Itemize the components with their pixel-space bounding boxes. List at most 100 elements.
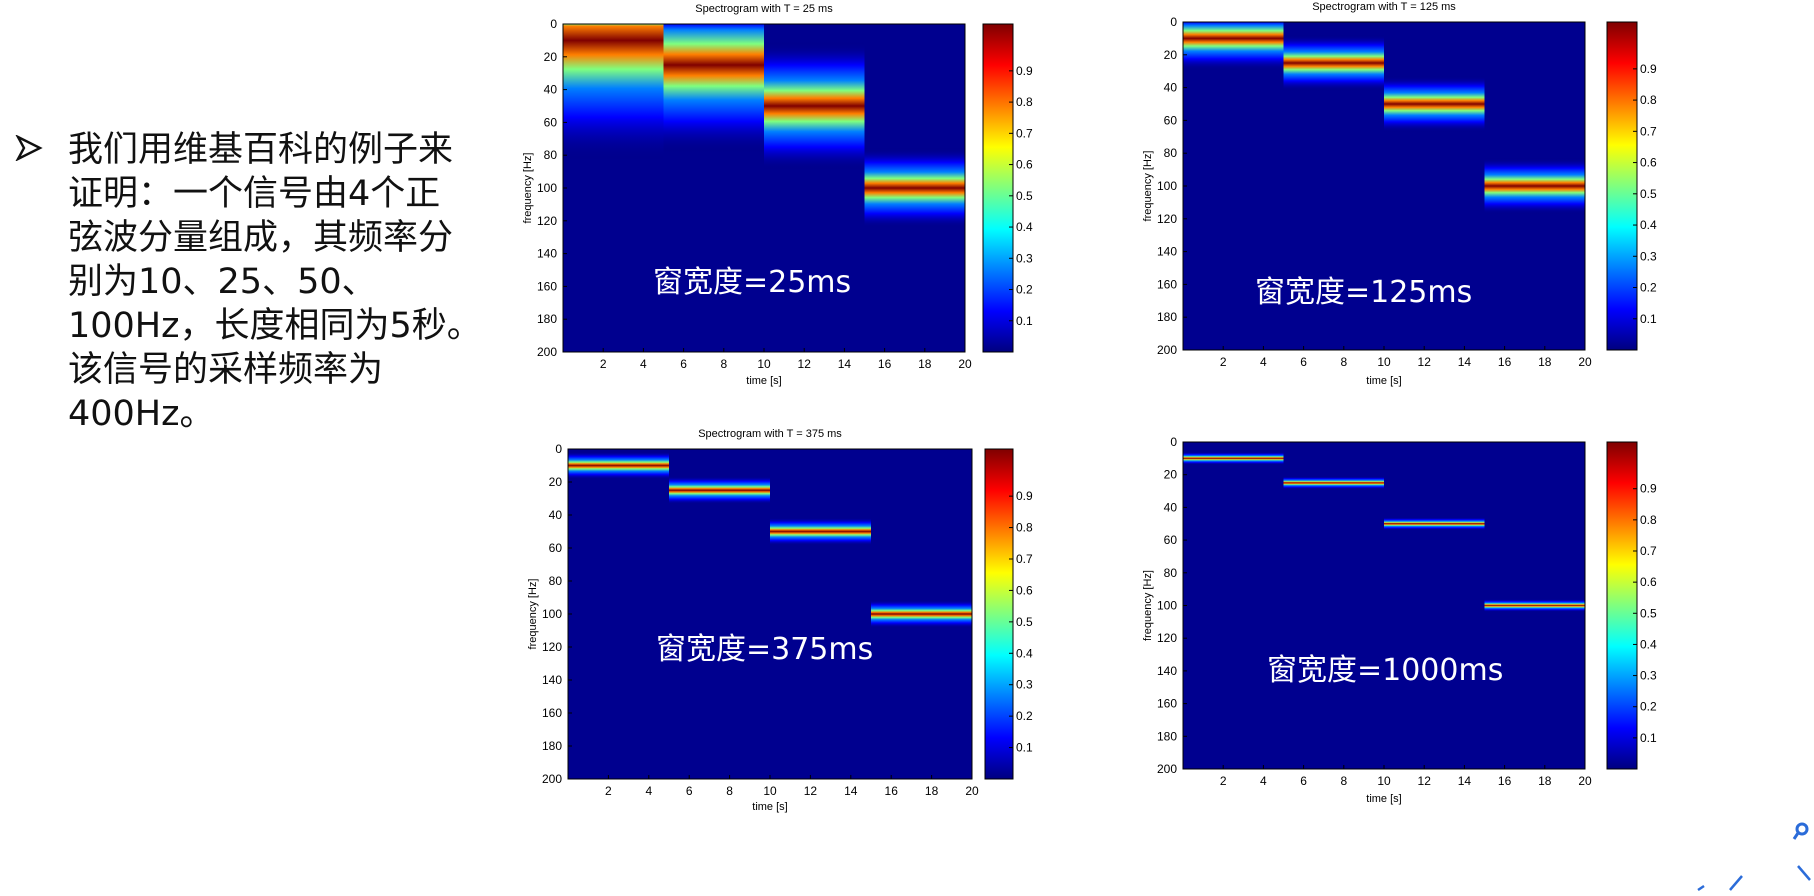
y-tick-label: 40 (549, 508, 563, 522)
colorbar-tick-label: 0.3 (1016, 678, 1033, 692)
y-tick-label: 140 (542, 673, 562, 687)
y-tick-label: 0 (1170, 15, 1177, 29)
colorbar-tick-label: 0.6 (1016, 158, 1033, 172)
bullet-line: 我们用维基百科的例子来 (68, 130, 454, 170)
spectrogram-band (568, 451, 669, 480)
colorbar-tick-label: 0.7 (1016, 552, 1033, 566)
spectrogram-band (770, 517, 871, 546)
x-tick-label: 8 (720, 357, 727, 371)
x-tick-label: 18 (1538, 774, 1552, 788)
spectrogram-svg: Spectrogram with T = 125 ms 0 20 40 60 80 100 1… (1142, 1, 1657, 387)
plot-group: Spectrogram with T = 375 ms 0 20 40 60 80 100 1… (527, 428, 1033, 813)
x-tick-label: 10 (763, 784, 777, 798)
spectrogram-panel-125ms: Spectrogram with T = 125 ms 0 20 40 60 80 100 1… (1142, 0, 1814, 445)
y-tick-label: 60 (1164, 113, 1178, 127)
colorbar-tick-label: 0.5 (1016, 615, 1033, 629)
x-tick-label: 8 (1340, 355, 1347, 369)
x-tick-label: 20 (1578, 355, 1592, 369)
spectrogram-band (1484, 158, 1585, 214)
x-tick-label: 2 (1220, 355, 1227, 369)
x-tick-label: 18 (918, 357, 932, 371)
x-tick-label: 10 (1377, 774, 1391, 788)
y-tick-label: 20 (1164, 468, 1178, 482)
colorbar-tick-label: 0.6 (1016, 583, 1033, 597)
spectrogram-band (663, 24, 764, 153)
y-tick-label: 60 (1164, 533, 1178, 547)
x-axis-label: time [s] (746, 375, 781, 387)
y-tick-label: 120 (1157, 212, 1177, 226)
bullet-line: 100Hz，长度相同为5秒。 (68, 306, 482, 346)
zoom-icon[interactable] (1792, 822, 1810, 846)
colorbar-tick-label: 0.2 (1016, 709, 1033, 723)
colorbar-tick-label: 0.5 (1016, 189, 1033, 203)
x-tick-label: 12 (1418, 774, 1432, 788)
spectrogram-panel-375ms: Spectrogram with T = 375 ms 0 20 40 60 80 100 1… (515, 428, 1165, 892)
colorbar-tick-label: 0.4 (1640, 218, 1657, 232)
plot-group: 0 20 40 60 80 100 120 140 160 180 200 2 4 6 8 10 12 14 16 1… (1142, 435, 1657, 805)
colorbar-tick-label: 0.9 (1640, 482, 1657, 496)
window-width-label: 窗宽度=1000ms (1267, 653, 1503, 688)
colorbar (982, 23, 1014, 353)
window-width-label: 窗宽度=125ms (1255, 275, 1472, 310)
y-tick-label: 100 (1157, 599, 1177, 613)
x-tick-label: 16 (1498, 355, 1512, 369)
x-tick-label: 6 (1300, 355, 1307, 369)
colorbar-tick-label: 0.6 (1640, 156, 1657, 170)
colorbar-tick-label: 0.3 (1640, 669, 1657, 683)
colorbar-tick-label: 0.8 (1016, 95, 1033, 109)
x-tick-label: 6 (680, 357, 687, 371)
spectrogram-band (1183, 22, 1284, 71)
plot-title: Spectrogram with T = 25 ms (695, 3, 833, 15)
x-tick-label: 8 (726, 784, 733, 798)
spectrogram-band (669, 476, 770, 505)
y-axis-label: frequency [Hz] (1142, 151, 1154, 222)
x-tick-label: 4 (1260, 355, 1267, 369)
bullet-line: 证明：一个信号由4个正 (68, 174, 441, 214)
x-axis-label: time [s] (752, 801, 787, 813)
spectrogram-band (563, 24, 664, 161)
colorbar-tick-label: 0.2 (1640, 281, 1657, 295)
spectrogram-band (1283, 476, 1384, 490)
colorbar-tick-label: 0.8 (1640, 513, 1657, 527)
y-tick-label: 0 (1170, 435, 1177, 449)
y-tick-label: 40 (544, 83, 558, 97)
y-tick-label: 40 (1164, 500, 1178, 514)
nav-arrows-icon[interactable] (1690, 858, 1814, 896)
x-tick-label: 20 (965, 784, 979, 798)
y-tick-label: 180 (542, 739, 562, 753)
y-axis-label: frequency [Hz] (522, 153, 534, 224)
x-tick-label: 16 (1498, 774, 1512, 788)
y-tick-label: 20 (1164, 48, 1178, 62)
colorbar-tick-label: 0.1 (1640, 312, 1657, 326)
y-axis-label: frequency [Hz] (1142, 570, 1154, 641)
x-tick-label: 4 (640, 357, 647, 371)
spectrogram-band (1384, 517, 1485, 531)
y-tick-label: 80 (544, 148, 558, 162)
x-tick-label: 12 (798, 357, 812, 371)
spectrogram-band (871, 600, 972, 628)
y-tick-label: 120 (537, 214, 557, 228)
y-axis-label: frequency [Hz] (527, 579, 539, 650)
y-tick-label: 180 (1157, 310, 1177, 324)
bullet-text: 我们用维基百科的例子来 证明：一个信号由4个正 弦波分量组成，其频率分 别为10… (68, 128, 498, 436)
bullet-line: 该信号的采样频率为 (68, 350, 384, 390)
y-tick-label: 60 (544, 115, 558, 129)
y-tick-label: 100 (542, 607, 562, 621)
y-tick-label: 200 (1157, 343, 1177, 357)
spectrogram-band (1183, 451, 1284, 465)
spectrogram-svg: Spectrogram with T = 375 ms 0 20 40 60 80 100 1… (527, 428, 1033, 813)
x-tick-label: 2 (1220, 774, 1227, 788)
colorbar (1606, 21, 1638, 351)
spectrogram-band (1283, 35, 1384, 91)
x-tick-label: 10 (1377, 355, 1391, 369)
x-tick-label: 4 (1260, 774, 1267, 788)
x-tick-label: 2 (600, 357, 607, 371)
colorbar-tick-label: 0.2 (1640, 700, 1657, 714)
x-tick-label: 12 (804, 784, 818, 798)
y-tick-label: 80 (549, 574, 563, 588)
bullet-arrow-icon (8, 128, 50, 168)
spectrogram-panel-25ms: Spectrogram with T = 25 ms 0 20 40 60 80 100 12… (515, 0, 1165, 445)
x-tick-label: 14 (844, 784, 858, 798)
colorbar-tick-label: 0.3 (1640, 249, 1657, 263)
colorbar-tick-label: 0.7 (1640, 544, 1657, 558)
